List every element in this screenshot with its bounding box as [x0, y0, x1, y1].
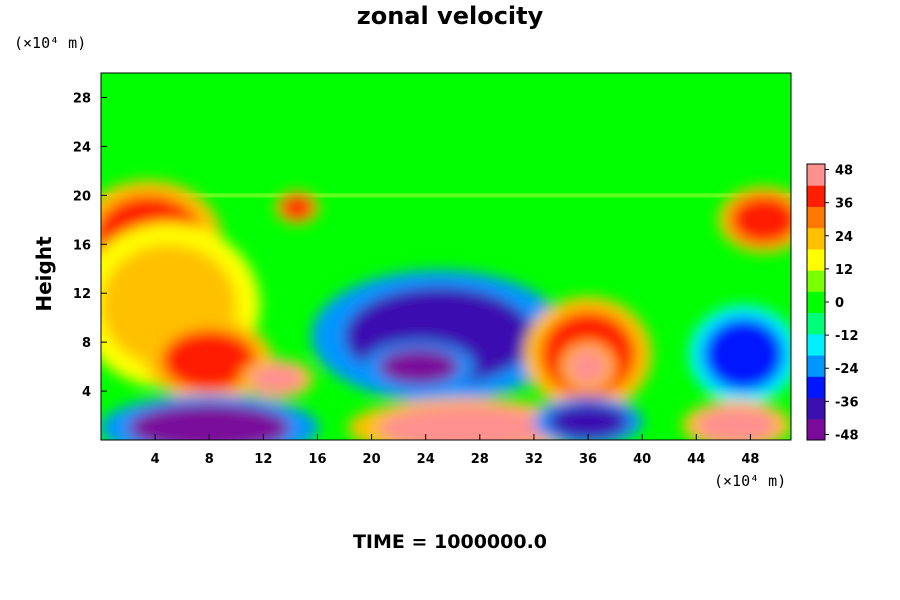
field-feature — [161, 329, 257, 392]
field-feature — [547, 403, 629, 440]
colorbar-segment — [807, 418, 825, 441]
x-tick-label: 28 — [471, 452, 489, 467]
colorbar-tick-label: -12 — [835, 329, 859, 344]
y-axis-unit: (×10⁴ m) — [14, 34, 87, 52]
colorbar-segment — [807, 227, 825, 250]
colorbar-segment — [807, 355, 825, 377]
x-tick-label: 20 — [363, 452, 381, 467]
colorbar-segment — [807, 291, 825, 314]
colorbar-tick-label: 36 — [835, 197, 853, 212]
x-tick-label: 4 — [151, 452, 160, 467]
field-feature — [730, 195, 791, 245]
colorbar-tick-label: 0 — [835, 296, 844, 311]
colorbar-tick-label: -36 — [835, 395, 859, 410]
field-feature — [567, 348, 609, 385]
colorbar-tick-label: 24 — [835, 230, 853, 245]
colorbar: 48 36 24 12 0 -12 -24 -36 -48 — [806, 163, 859, 443]
x-tick-label: 44 — [687, 452, 705, 467]
colorbar-segment — [807, 270, 825, 292]
y-tick-label: 24 — [73, 140, 91, 155]
x-tick-label: 40 — [633, 452, 651, 467]
x-tick-label: 12 — [254, 452, 272, 467]
y-tick-label: 28 — [73, 91, 91, 106]
x-tick-label: 36 — [579, 452, 597, 467]
x-tick-label: 8 — [205, 452, 214, 467]
colorbar-tick-label: 48 — [835, 164, 853, 179]
colorbar-segment — [807, 206, 825, 229]
colorbar-segment — [807, 185, 825, 207]
y-tick-label: 20 — [73, 189, 91, 204]
layer-boundary — [101, 193, 791, 198]
colorbar-tick-label: 12 — [835, 263, 853, 278]
x-axis-ticks: 4 8 12 16 20 24 28 32 36 40 44 48 — [151, 434, 759, 467]
field-feature — [703, 317, 785, 392]
plot-frame — [100, 72, 792, 441]
y-tick-label: 8 — [82, 336, 91, 351]
field-feature — [280, 195, 314, 220]
x-tick-label: 32 — [525, 452, 543, 467]
colorbar-tick-label: -48 — [835, 428, 859, 443]
y-axis-ticks: 4 8 12 16 20 24 28 — [73, 91, 107, 400]
colorbar-segment — [807, 312, 825, 335]
field-feature — [378, 405, 555, 440]
x-axis-unit: (×10⁴ m) — [714, 472, 787, 490]
field-feature — [128, 403, 291, 440]
heatmap-plot-area — [101, 73, 791, 440]
colorbar-segment — [807, 164, 825, 186]
x-tick-label: 24 — [417, 452, 435, 467]
x-tick-label: 48 — [741, 452, 759, 467]
field-feature — [378, 348, 460, 385]
upper-layer — [101, 73, 791, 196]
y-tick-label: 12 — [73, 287, 91, 302]
colorbar-segment — [807, 333, 825, 356]
x-tick-label: 16 — [308, 452, 326, 467]
chart-title: zonal velocity — [356, 2, 544, 30]
y-tick-label: 4 — [82, 385, 91, 400]
y-tick-label: 16 — [73, 238, 91, 253]
time-footer: TIME = 1000000.0 — [352, 531, 548, 553]
colorbar-segment — [807, 248, 825, 271]
field-feature — [696, 406, 778, 440]
colorbar-segment — [807, 376, 825, 399]
colorbar-tick-label: -24 — [835, 362, 859, 377]
field-feature — [249, 364, 304, 394]
colorbar-segment — [807, 397, 825, 420]
